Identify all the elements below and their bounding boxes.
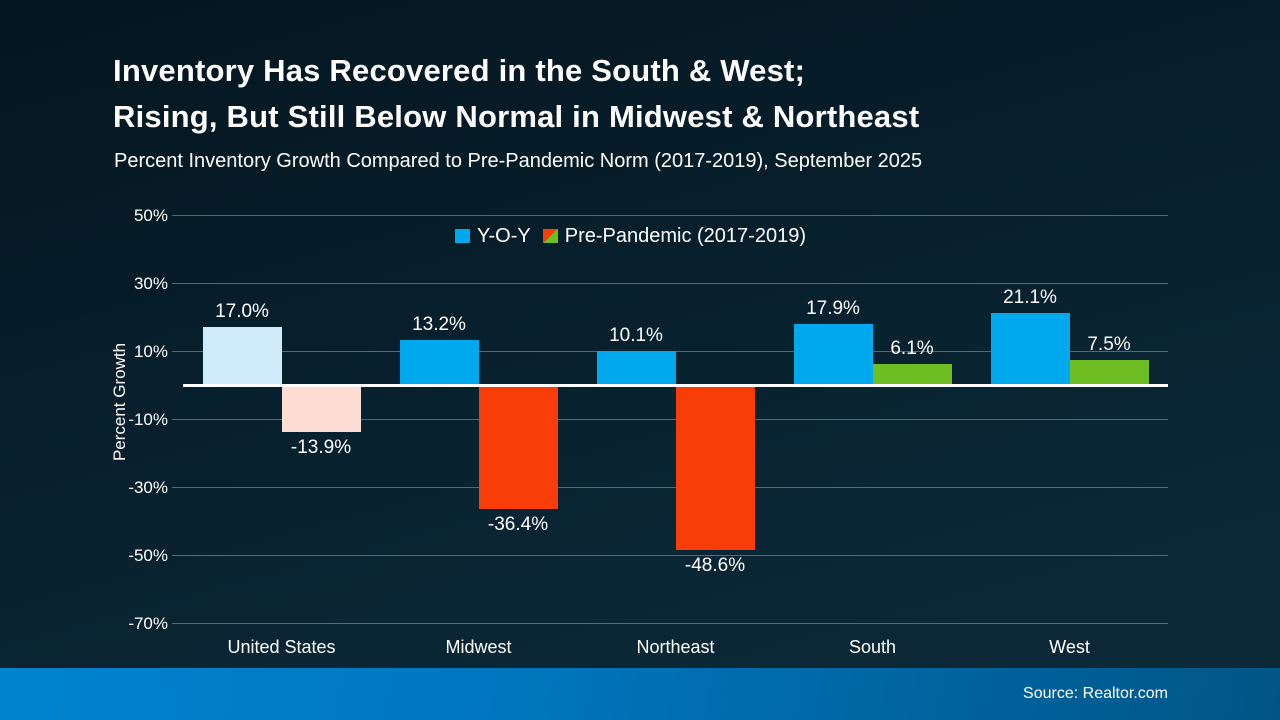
bar-value-label: 17.0% <box>215 301 269 323</box>
x-axis-label: West <box>1049 637 1090 657</box>
bar-prepandemic <box>478 385 558 509</box>
bar-value-label: -36.4% <box>487 513 549 535</box>
bar-prepandemic <box>281 385 361 433</box>
gridline <box>172 215 1168 216</box>
bar-prepandemic <box>872 364 952 385</box>
legend-label: Pre-Pandemic (2017-2019) <box>564 224 806 247</box>
y-tick-label: 50% <box>133 206 168 225</box>
y-tick-label: 30% <box>133 274 168 293</box>
bar-yoy <box>202 327 282 385</box>
chart-legend: Y-O-Y Pre-Pandemic (2017-2019) <box>455 223 806 249</box>
bar-prepandemic <box>675 385 755 551</box>
legend-swatch-icon <box>455 229 470 243</box>
bar-yoy <box>399 340 479 385</box>
bar-yoy <box>793 324 873 385</box>
x-axis-label: South <box>848 637 897 657</box>
chart-title-line1: Inventory Has Recovered in the South & W… <box>113 53 806 88</box>
footer-bar: Source: Realtor.com <box>0 668 1280 720</box>
x-axis-label: Midwest <box>445 637 512 657</box>
bar-value-label: 17.9% <box>806 298 860 320</box>
legend-item: Pre-Pandemic (2017-2019) <box>542 224 806 248</box>
bar-value-label: -48.6% <box>684 555 746 577</box>
zero-axis-line <box>183 383 1168 387</box>
x-axis-label: Northeast <box>636 637 715 657</box>
legend-swatch-split-icon <box>542 229 558 243</box>
gridline <box>172 419 1168 420</box>
bar-value-label: 7.5% <box>1087 333 1131 355</box>
gridline <box>172 555 1168 556</box>
gridline <box>172 283 1168 284</box>
y-tick-label: -50% <box>128 546 168 565</box>
bar-value-label: 10.1% <box>609 324 663 346</box>
chart-title-line2: Rising, But Still Below Normal in Midwes… <box>113 99 920 134</box>
bar-yoy <box>990 313 1070 385</box>
y-tick-label: -70% <box>128 614 168 633</box>
legend-label: Y-O-Y <box>477 224 531 247</box>
bar-value-label: -13.9% <box>290 437 352 459</box>
legend-item: Y-O-Y <box>455 225 531 248</box>
source-text: Source: Realtor.com <box>1023 685 1168 702</box>
x-axis-label: United States <box>227 637 336 657</box>
bar-value-label: 6.1% <box>890 338 934 360</box>
y-axis-title: Percent Growth <box>110 342 129 462</box>
gridline <box>172 487 1168 488</box>
chart-title: Inventory Has Recovered in the South & W… <box>113 48 919 140</box>
chart-subtitle: Percent Inventory Growth Compared to Pre… <box>114 150 923 172</box>
bar-value-label: 13.2% <box>412 314 466 336</box>
bar-value-label: 21.1% <box>1003 287 1057 309</box>
bar-yoy <box>596 350 676 385</box>
y-tick-label: -30% <box>128 478 168 497</box>
bar-prepandemic <box>1069 359 1149 385</box>
y-tick-label: -10% <box>128 410 168 429</box>
gridline <box>172 623 1168 624</box>
y-tick-label: 10% <box>133 342 168 361</box>
